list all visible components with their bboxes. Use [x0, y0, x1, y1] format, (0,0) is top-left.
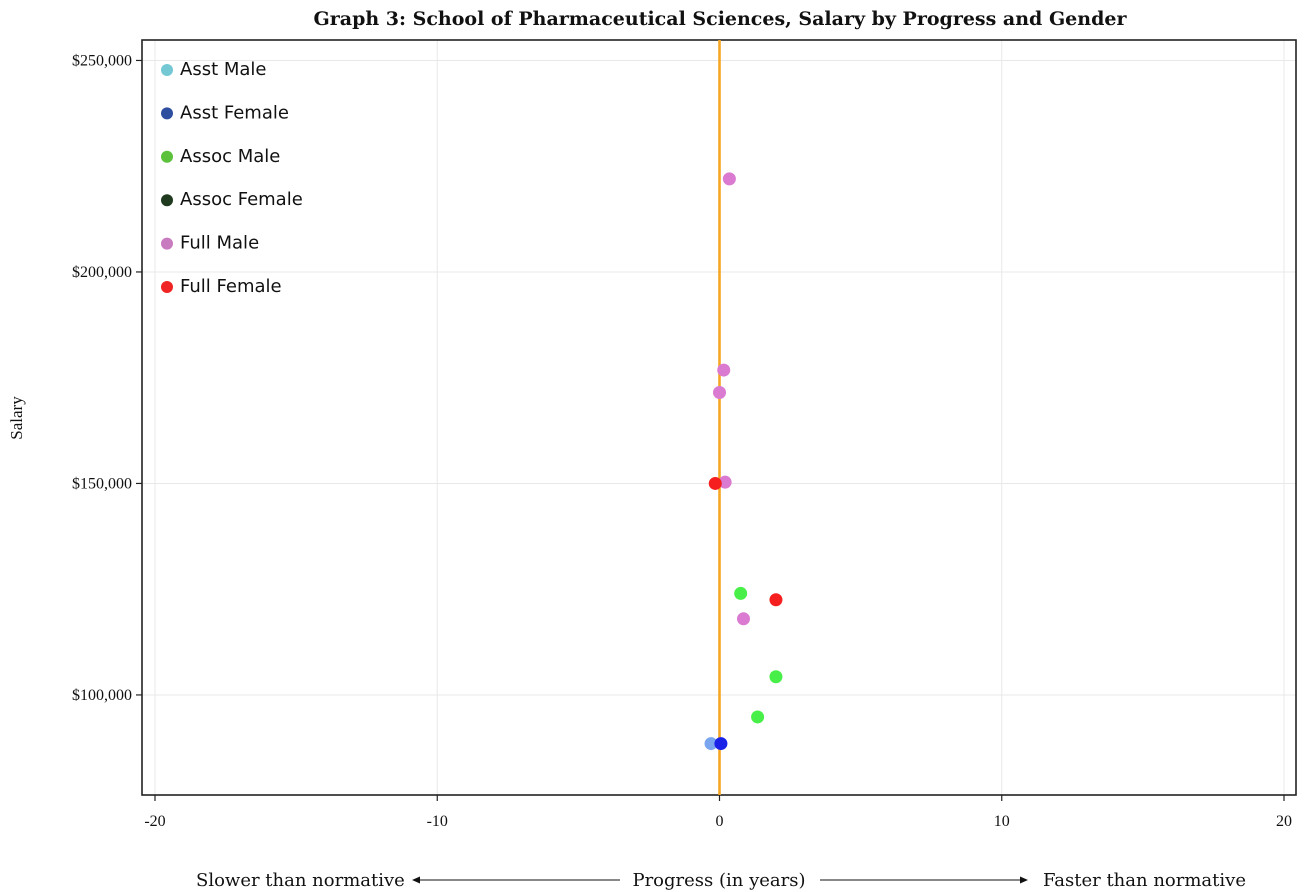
y-tick-label: $150,000 [72, 475, 132, 492]
legend-marker-full-male [161, 237, 173, 250]
legend-marker-asst-female [161, 107, 173, 120]
point-assoc-male [769, 670, 783, 684]
x-tick-label: -10 [427, 813, 448, 830]
data-points [704, 172, 783, 751]
y-tick-label: $100,000 [72, 687, 132, 704]
legend-marker-full-female [161, 281, 173, 293]
footer-right-label: Faster than normative [1043, 870, 1246, 891]
right-arrow-head [1020, 876, 1028, 884]
legend-label-full-male: Full Male [180, 233, 259, 254]
x-tick-label: -20 [144, 813, 165, 830]
point-asst-female [714, 737, 728, 751]
y-tick-label: $200,000 [72, 264, 132, 281]
point-full-male [717, 363, 731, 377]
x-tick-label: 10 [994, 813, 1010, 830]
y-tick-label: $250,000 [72, 52, 132, 69]
legend-label-asst-male: Asst Male [180, 59, 266, 80]
legend: Asst Male Asst Female Assoc Male Assoc Fema… [161, 59, 303, 297]
legend-label-asst-female: Asst Female [180, 102, 289, 123]
footer-left-label: Slower than normative [196, 870, 405, 891]
point-full-female [769, 593, 783, 607]
point-full-male [722, 172, 736, 186]
legend-label-assoc-male: Assoc Male [180, 146, 280, 167]
legend-marker-assoc-male [161, 150, 173, 163]
point-assoc-male [734, 586, 748, 600]
x-tick-label: 20 [1276, 813, 1292, 830]
legend-label-full-female: Full Female [180, 276, 282, 297]
x-axis-footer: Slower than normative Progress (in years… [196, 870, 1246, 891]
chart-title: Graph 3: School of Pharmaceutical Scienc… [314, 8, 1128, 30]
x-tick-label: 0 [716, 813, 724, 830]
x-axis-label: Progress (in years) [632, 870, 805, 891]
point-asst-male [704, 737, 718, 751]
point-full-male [718, 475, 732, 489]
point-full-male [713, 386, 726, 400]
left-arrow-head [412, 876, 420, 884]
point-full-male [736, 612, 750, 626]
legend-marker-asst-male [161, 64, 173, 76]
y-axis-label: Salary [7, 396, 26, 440]
legend-marker-assoc-female [161, 194, 173, 207]
legend-label-assoc-female: Assoc Female [180, 189, 303, 210]
point-full-female [708, 476, 722, 490]
point-assoc-male [751, 710, 765, 724]
axes: -20 -10 0 10 20 $100,000 $150,000 $200,000 $250,… [72, 52, 1292, 830]
